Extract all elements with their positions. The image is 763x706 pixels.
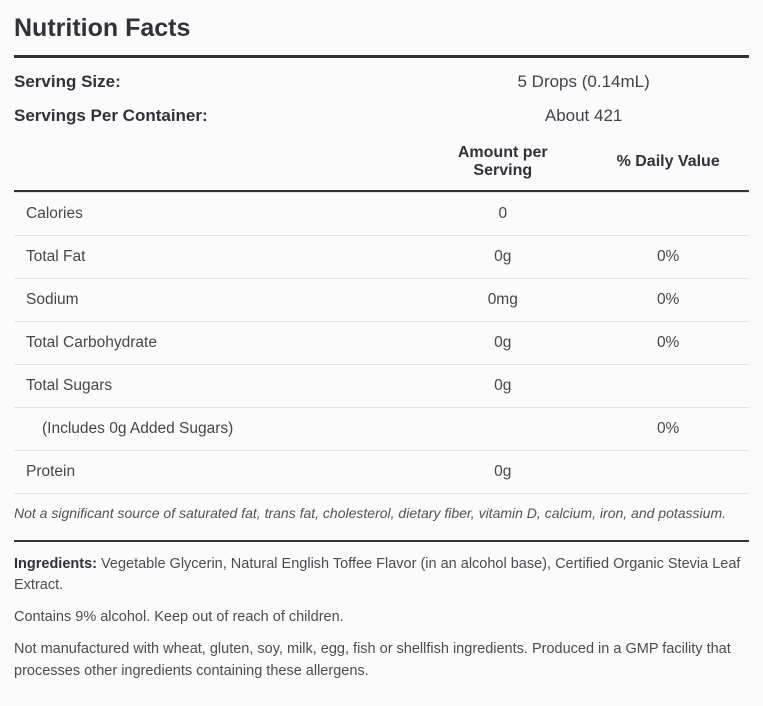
ingredients-label: Ingredients: [14,556,97,572]
nutrient-amount: 0mg [418,279,587,322]
nutrient-amount: 0g [418,322,587,365]
nutrient-dv [587,193,749,236]
not-significant-note: Not a significant source of saturated fa… [14,504,749,524]
alcohol-note: Contains 9% alcohol. Keep out of reach o… [14,607,749,629]
nutrition-table: Amount per Serving % Daily Value Calorie… [14,138,749,494]
nutrient-dv: 0% [587,279,749,322]
table-row: Calories0 [14,193,749,236]
nutrient-amount: 0 [418,193,587,236]
nutrient-amount: 0g [418,236,587,279]
ingredients-text: Vegetable Glycerin, Natural English Toff… [14,556,740,594]
nutrient-name: Sodium [14,279,418,322]
table-row: Total Carbohydrate0g0% [14,322,749,365]
header-blank [14,138,418,190]
ingredients-line: Ingredients: Vegetable Glycerin, Natural… [14,554,749,598]
table-row: Sodium0mg0% [14,279,749,322]
nutrient-amount: 0g [418,451,587,494]
rule-top [14,55,749,58]
servings-per-container-label: Servings Per Container: [14,106,418,126]
serving-size-label: Serving Size: [14,72,418,92]
nutrient-name: Total Carbohydrate [14,322,418,365]
nutrient-dv: 0% [587,236,749,279]
header-dv: % Daily Value [587,138,749,190]
table-row: Total Sugars0g [14,365,749,408]
nutrient-amount: 0g [418,365,587,408]
rule-bottom [14,540,749,542]
table-row: Protein0g [14,451,749,494]
servings-per-container-value: About 421 [418,106,749,126]
allergen-note: Not manufactured with wheat, gluten, soy… [14,639,749,683]
nutrient-name: Total Fat [14,236,418,279]
table-row: (Includes 0g Added Sugars) 0% [14,408,749,451]
serving-size-value: 5 Drops (0.14mL) [418,72,749,92]
nutrient-name: Total Sugars [14,365,418,408]
nutrient-dv: 0% [587,322,749,365]
nutrient-dv: 0% [587,408,749,451]
nutrient-amount [418,408,587,451]
nutrient-name: Calories [14,193,418,236]
nutrient-name: Protein [14,451,418,494]
header-amount: Amount per Serving [418,138,587,190]
nutrient-dv [587,365,749,408]
nutrient-dv [587,451,749,494]
servings-per-container-row: Servings Per Container: About 421 [14,100,749,134]
serving-size-row: Serving Size: 5 Drops (0.14mL) [14,66,749,100]
table-row: Total Fat0g0% [14,236,749,279]
page-title: Nutrition Facts [14,14,749,43]
nutrient-name: (Includes 0g Added Sugars) [14,408,418,451]
